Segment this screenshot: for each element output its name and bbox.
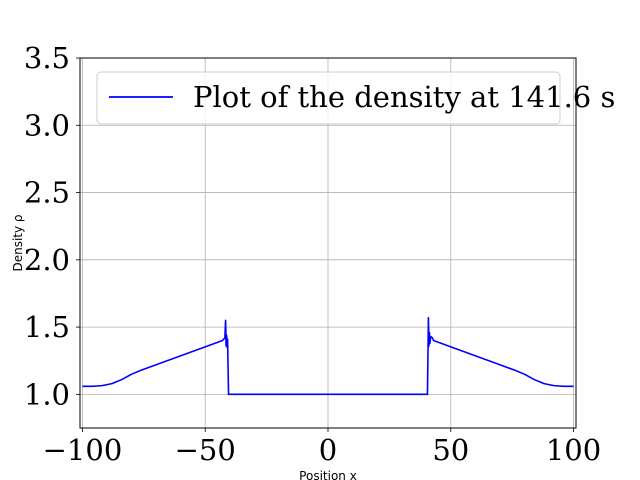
x-tick-label: −100 [43, 433, 123, 467]
x-axis-title: Position x [299, 469, 357, 480]
x-tick-label: 100 [546, 433, 601, 467]
y-tick-label: 3.0 [24, 108, 70, 142]
y-tick-label: 3.5 [24, 41, 70, 75]
legend-box [96, 71, 561, 125]
x-tick-label: 50 [432, 433, 469, 467]
series-layer [82, 316, 574, 396]
series-line [82, 316, 574, 396]
x-tick-label: 0 [319, 433, 337, 467]
y-tick-label: 2.0 [24, 243, 70, 277]
y-axis-title: Density ρ [11, 214, 25, 271]
y-axis: 1.0 1.5 2.0 2.5 3.0 3.5 [24, 41, 80, 411]
y-tick-label: 1.0 [24, 377, 70, 411]
x-tick-label: −50 [175, 433, 236, 467]
legend: Plot of the density at 141.6 s [96, 71, 615, 125]
y-tick-label: 2.5 [24, 176, 70, 210]
legend-label: Plot of the density at 141.6 s [193, 80, 615, 114]
y-tick-label: 1.5 [24, 310, 70, 344]
x-axis: −100 −50 0 50 100 [43, 428, 601, 467]
